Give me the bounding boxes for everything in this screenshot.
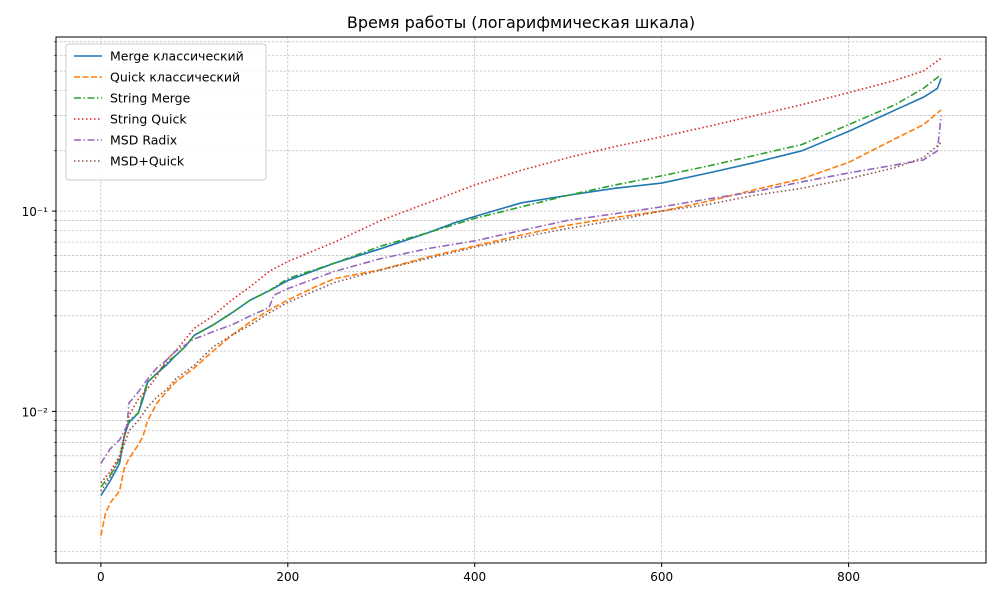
- x-tick-label: 400: [463, 570, 486, 584]
- legend-entry: String Merge: [110, 91, 191, 106]
- legend: Merge классический Quick классический Stri…: [65, 43, 267, 181]
- legend-entry: MSD Radix: [110, 133, 177, 148]
- x-tick-label: 600: [650, 570, 673, 584]
- legend-box: [65, 43, 267, 181]
- x-tick-label: 200: [276, 570, 299, 584]
- series-line-2: [100, 74, 942, 488]
- grid: [56, 37, 986, 563]
- series-line-4: [100, 115, 942, 464]
- legend-entry: String Quick: [110, 112, 187, 127]
- y-tick-label: 10⁻²: [22, 405, 49, 419]
- legend-entry: Quick классический: [110, 70, 240, 85]
- series-line-3: [100, 57, 942, 484]
- legend-entry: MSD+Quick: [110, 154, 185, 169]
- chart-title: Время работы (логарифмическая шкала): [347, 13, 695, 32]
- x-tick-label: 800: [837, 570, 860, 584]
- plot-frame: [55, 36, 987, 564]
- x-tick-label: 0: [97, 570, 105, 584]
- axes-ticks: 0 200 400 600 800 10⁻² 10⁻¹: [22, 41, 860, 584]
- legend-entry: Merge классический: [110, 49, 244, 64]
- y-tick-label: 10⁻¹: [22, 205, 49, 219]
- series-layer: [100, 57, 942, 536]
